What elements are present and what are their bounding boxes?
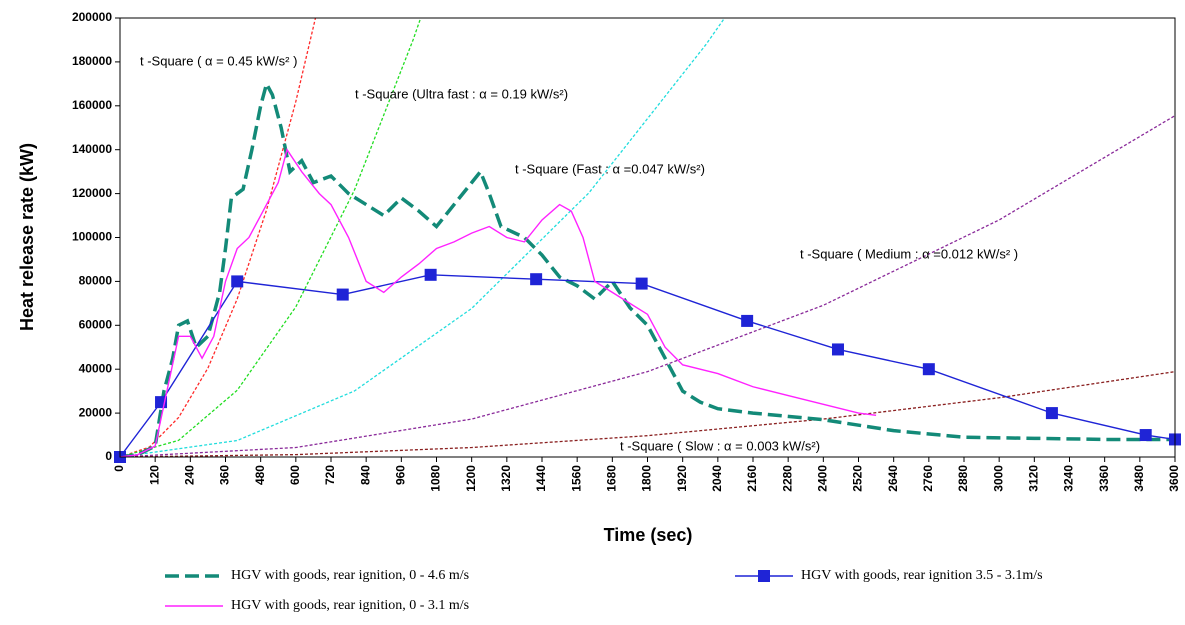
- x-tick-label: 2280: [780, 465, 794, 492]
- x-tick-label: 960: [394, 465, 408, 485]
- x-tick-label: 2400: [816, 465, 830, 492]
- legend-label: HGV with goods, rear ignition, 0 - 4.6 m…: [231, 568, 469, 583]
- legend-marker: [758, 570, 770, 582]
- y-tick-label: 0: [105, 449, 112, 463]
- tsquare-curve: [120, 18, 422, 457]
- x-tick-label: 3480: [1132, 465, 1146, 492]
- plot-frame: [119, 17, 1176, 458]
- x-tick-label: 3600: [1167, 465, 1181, 492]
- x-tick-label: 3360: [1097, 465, 1111, 492]
- y-tick-label: 60000: [79, 317, 113, 331]
- x-tick-label: 2520: [851, 465, 865, 492]
- x-tick-label: 120: [147, 465, 161, 485]
- x-tick-label: 2880: [956, 465, 970, 492]
- x-tick-label: 1320: [499, 465, 513, 492]
- marker: [424, 268, 437, 281]
- legend-label: HGV with goods, rear ignition 3.5 - 3.1m…: [801, 568, 1043, 583]
- annotation: t -Square ( Slow : α = 0.003 kW/s²): [620, 438, 820, 453]
- x-tick-label: 1800: [640, 465, 654, 492]
- y-tick-label: 100000: [72, 230, 112, 244]
- x-tick-label: 2040: [710, 465, 724, 492]
- y-tick-label: 20000: [79, 405, 113, 419]
- x-tick-label: 1680: [605, 465, 619, 492]
- y-tick-label: 80000: [79, 274, 113, 288]
- x-tick-label: 600: [288, 465, 302, 485]
- x-tick-label: 2160: [745, 465, 759, 492]
- annotation: t -Square ( Medium : α =0.012 kW/s² ): [800, 246, 1018, 261]
- y-tick-label: 120000: [72, 186, 112, 200]
- marker: [1045, 407, 1058, 420]
- x-tick-label: 2760: [921, 465, 935, 492]
- y-tick-label: 180000: [72, 54, 112, 68]
- marker: [741, 314, 754, 327]
- annotation: t -Square (Ultra fast : α = 0.19 kW/s²): [355, 86, 568, 101]
- annotation: t -Square ( α = 0.45 kW/s² ): [140, 53, 297, 68]
- x-tick-label: 720: [323, 465, 337, 485]
- tsquare-curve: [120, 115, 1175, 457]
- y-tick-label: 140000: [72, 142, 112, 156]
- marker: [530, 273, 543, 286]
- y-tick-label: 160000: [72, 98, 112, 112]
- series-line: [120, 148, 877, 457]
- marker: [1139, 429, 1152, 442]
- y-tick-label: 40000: [79, 361, 113, 375]
- x-tick-label: 1440: [534, 465, 548, 492]
- marker: [336, 288, 349, 301]
- marker: [831, 343, 844, 356]
- tsquare-curve: [120, 371, 1175, 457]
- x-tick-label: 1080: [429, 465, 443, 492]
- x-tick-label: 3000: [991, 465, 1005, 492]
- x-tick-label: 1920: [675, 465, 689, 492]
- x-tick-label: 2640: [886, 465, 900, 492]
- marker: [231, 275, 244, 288]
- x-axis-label: Time (sec): [604, 525, 693, 545]
- x-tick-label: 840: [358, 465, 372, 485]
- x-tick-label: 1560: [569, 465, 583, 492]
- marker: [922, 363, 935, 376]
- legend-label: HGV with goods, rear ignition, 0 - 3.1 m…: [231, 598, 469, 613]
- x-tick-label: 360: [218, 465, 232, 485]
- marker: [635, 277, 648, 290]
- x-tick-label: 3240: [1062, 465, 1076, 492]
- y-axis-label: Heat release rate (kW): [17, 143, 37, 331]
- x-tick-label: 480: [253, 465, 267, 485]
- x-tick-label: 1200: [464, 465, 478, 492]
- series-line: [120, 79, 1175, 457]
- x-tick-label: 3120: [1027, 465, 1041, 492]
- tsquare-curve: [120, 18, 726, 457]
- x-tick-label: 0: [112, 465, 126, 472]
- series-line: [120, 274, 1175, 457]
- x-tick-label: 240: [183, 465, 197, 485]
- y-tick-label: 200000: [72, 10, 112, 24]
- annotation: t -Square (Fast : α =0.047 kW/s²): [515, 161, 705, 176]
- tsquare-curve: [120, 18, 317, 457]
